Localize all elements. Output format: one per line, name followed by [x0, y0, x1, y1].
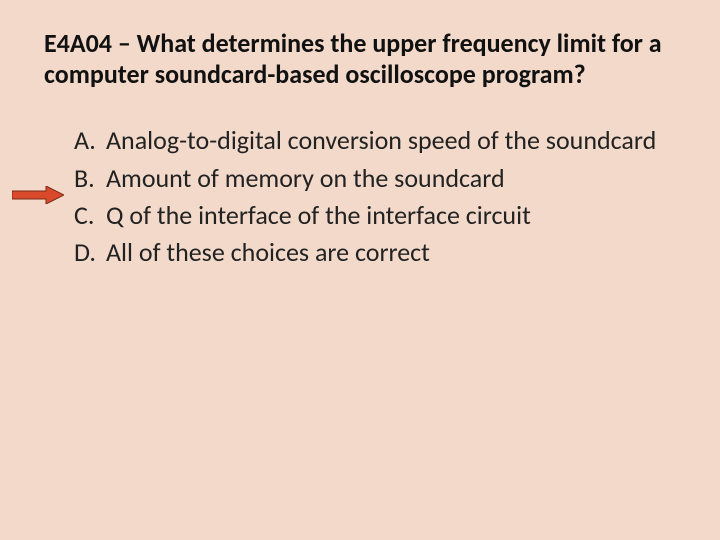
- answer-a: A. Analog-to-digital conversion speed of…: [74, 124, 676, 157]
- answer-d-letter: D.: [74, 236, 106, 269]
- answer-c-letter: C.: [74, 199, 106, 232]
- right-arrow-shape: [12, 186, 64, 204]
- answer-list: A. Analog-to-digital conversion speed of…: [74, 124, 676, 269]
- answer-a-text: Analog-to-digital conversion speed of th…: [106, 124, 676, 157]
- answer-b-letter: B.: [74, 162, 106, 195]
- answer-b: B. Amount of memory on the soundcard: [74, 162, 676, 195]
- slide: E4A04 – What determines the upper freque…: [0, 0, 720, 540]
- question-text: E4A04 – What determines the upper freque…: [44, 28, 676, 90]
- right-arrow-icon: [12, 186, 64, 204]
- answer-d-text: All of these choices are correct: [106, 236, 676, 269]
- answer-a-letter: A.: [74, 124, 106, 157]
- answer-b-text: Amount of memory on the soundcard: [106, 162, 676, 195]
- answer-c-text: Q of the interface of the interface circ…: [106, 199, 676, 232]
- answer-d: D. All of these choices are correct: [74, 236, 676, 269]
- answer-c: C. Q of the interface of the interface c…: [74, 199, 676, 232]
